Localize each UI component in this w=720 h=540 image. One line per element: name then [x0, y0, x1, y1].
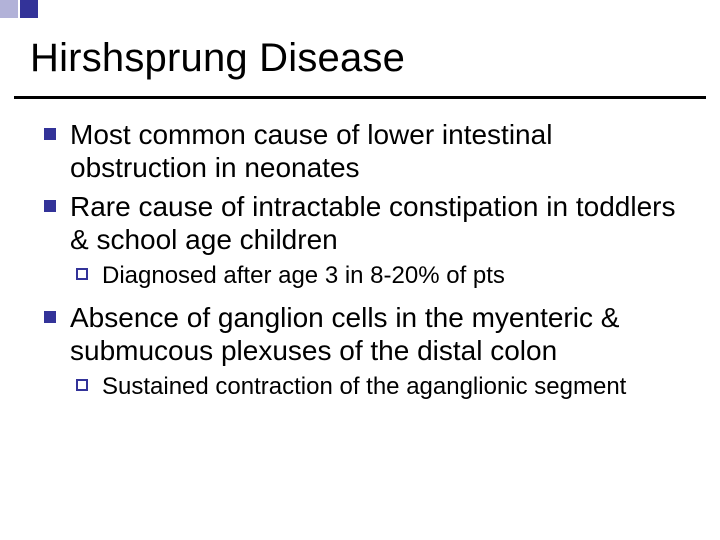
sub-bullet-list: Sustained contraction of the aganglionic… — [76, 373, 682, 402]
sub-bullet-text: Sustained contraction of the aganglionic… — [102, 373, 626, 400]
content-area: Most common cause of lower intestinal ob… — [44, 118, 682, 412]
title-underline — [14, 96, 706, 99]
square-bullet-icon — [44, 200, 56, 212]
slide: Hirshsprung Disease Most common cause of… — [0, 0, 720, 540]
bullet-list: Most common cause of lower intestinal ob… — [44, 118, 682, 402]
title-container: Hirshsprung Disease — [30, 36, 690, 81]
bullet-item: Absence of ganglion cells in the myenter… — [44, 301, 682, 402]
sub-bullet-list: Diagnosed after age 3 in 8-20% of pts — [76, 262, 682, 291]
bullet-item: Rare cause of intractable constipation i… — [44, 190, 682, 291]
bullet-item: Most common cause of lower intestinal ob… — [44, 118, 682, 184]
corner-decoration — [0, 0, 40, 18]
decoration-square-light — [0, 0, 18, 18]
bullet-text: Absence of ganglion cells in the myenter… — [70, 302, 619, 366]
bullet-text: Rare cause of intractable constipation i… — [70, 191, 675, 255]
square-bullet-icon — [44, 311, 56, 323]
decoration-square-dark — [20, 0, 38, 18]
square-bullet-icon — [44, 128, 56, 140]
slide-title: Hirshsprung Disease — [30, 36, 690, 81]
sub-bullet-item: Diagnosed after age 3 in 8-20% of pts — [76, 262, 682, 291]
hollow-square-bullet-icon — [76, 379, 88, 391]
sub-bullet-text: Diagnosed after age 3 in 8-20% of pts — [102, 262, 505, 289]
bullet-text: Most common cause of lower intestinal ob… — [70, 119, 552, 183]
sub-bullet-item: Sustained contraction of the aganglionic… — [76, 373, 682, 402]
hollow-square-bullet-icon — [76, 268, 88, 280]
